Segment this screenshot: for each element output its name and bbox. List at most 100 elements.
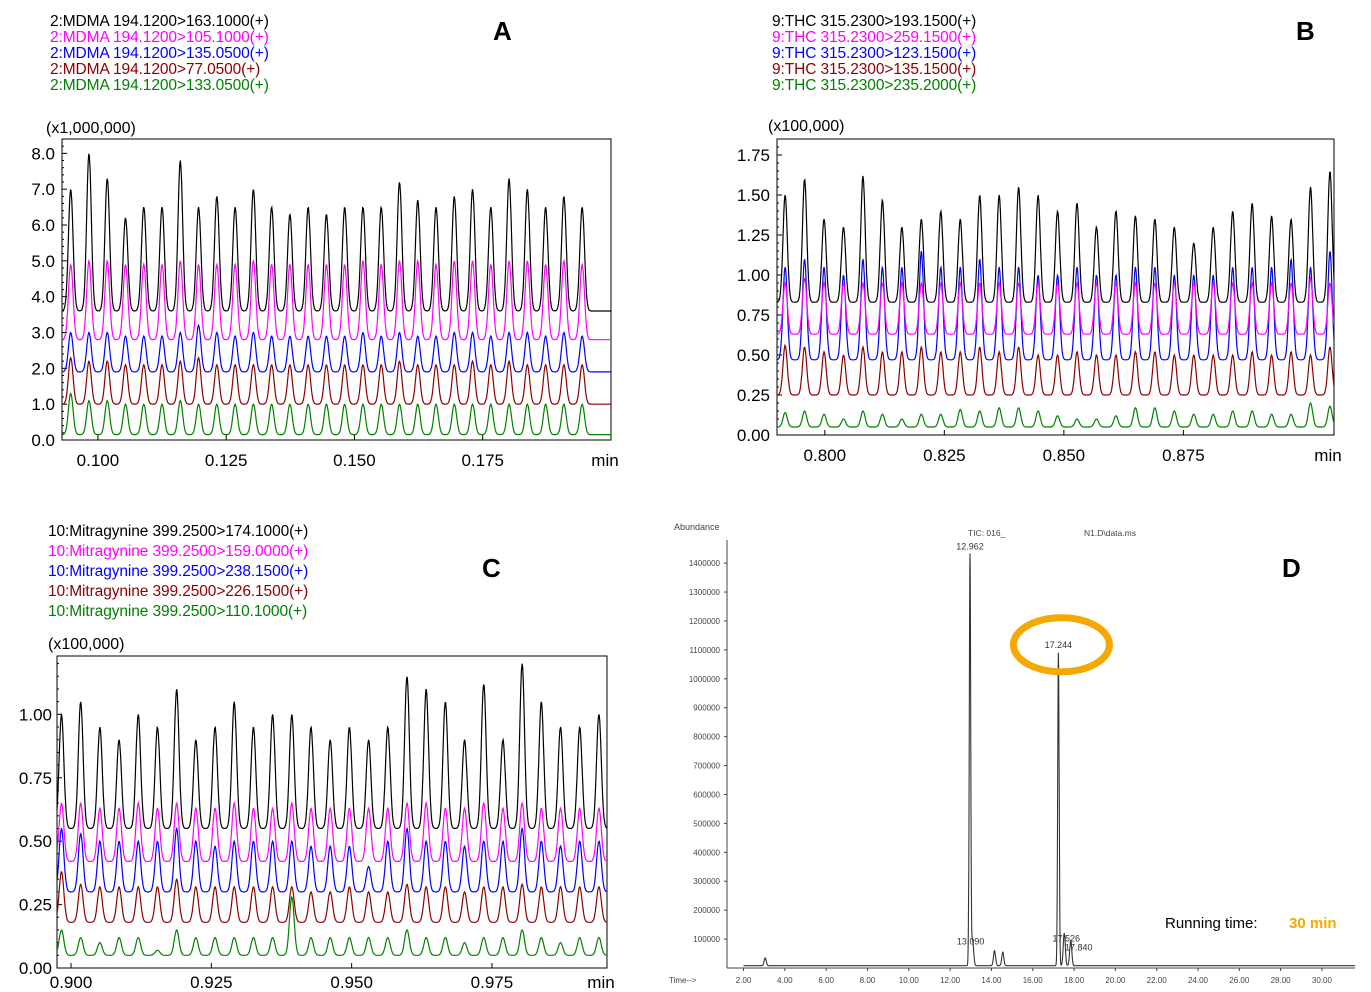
legend-series-2: 2:MDMA 194.1200>135.0500(+)	[50, 45, 269, 62]
x-tick-label: 0.175	[461, 451, 504, 470]
y-tick-label: 0.00	[737, 426, 770, 445]
x-tick-label: 0.875	[1162, 446, 1205, 465]
x-tick-label: 6.00	[818, 976, 834, 985]
plot-frame	[56, 655, 608, 969]
running-time-value: 30 min	[1289, 915, 1337, 932]
x-tick-label: 8.00	[860, 976, 876, 985]
chart-b: 0.00 0.25 0.50 0.75 1.00 1.25 1.50 1.75 0.800 0.8…	[737, 138, 1342, 465]
x-axis-unit-label: min	[1314, 446, 1341, 465]
x-tick-label: 24.00	[1188, 976, 1209, 985]
x-tick-label: 0.925	[190, 973, 233, 992]
legend-series-2: 10:Mitragynine 399.2500>238.1500(+)	[48, 563, 309, 580]
legend-series-0: 2:MDMA 194.1200>163.1000(+)	[50, 13, 269, 30]
x-tick-label: 12.00	[940, 976, 961, 985]
y-tick-label: 4.0	[31, 288, 55, 307]
x-tick-label: 0.150	[333, 451, 376, 470]
series-trace-0	[62, 153, 611, 312]
y-tick-label: 0.00	[19, 959, 52, 978]
x-tick-label: 2.00	[736, 976, 752, 985]
y-tick-label: 700000	[693, 762, 720, 771]
peak-label-1: 12.962	[956, 541, 984, 551]
series-trace-2	[62, 323, 611, 373]
scale-label: (x100,000)	[48, 636, 125, 653]
y-tick-label: 1.0	[31, 395, 55, 414]
series-trace-1	[777, 275, 1334, 335]
legend-series-2: 9:THC 315.2300>123.1500(+)	[772, 45, 977, 62]
y-tick-label: 1000000	[689, 675, 721, 684]
highlight-ellipse	[1009, 614, 1113, 676]
y-tick-label: 1.75	[737, 146, 770, 165]
y-tick-label: 600000	[693, 790, 720, 799]
y-tick-label: 300000	[693, 877, 720, 886]
legend-series-0: 10:Mitragynine 399.2500>174.1000(+)	[48, 523, 309, 540]
scale-label: (x100,000)	[768, 118, 845, 135]
panel-letter-b: B	[1296, 16, 1315, 46]
series-trace-1	[57, 801, 607, 863]
scale-label: (x1,000,000)	[46, 120, 136, 137]
y-tick-label: 400000	[693, 848, 720, 857]
series-trace-3	[777, 343, 1334, 396]
y-tick-label: 0.25	[19, 896, 52, 915]
y-tick-label: 900000	[693, 704, 720, 713]
x-tick-label: 0.850	[1043, 446, 1086, 465]
x-tick-label: 20.00	[1105, 976, 1126, 985]
y-tick-label: 0.0	[31, 431, 55, 450]
x-tick-label: 18.00	[1064, 976, 1085, 985]
series-trace-0	[777, 171, 1334, 303]
legend-series-4: 9:THC 315.2300>235.2000(+)	[772, 77, 977, 94]
series-trace-3	[62, 355, 611, 405]
x-tick-label: 0.125	[205, 451, 248, 470]
x-tick-label: 22.00	[1147, 976, 1168, 985]
x-tick-label: 4.00	[777, 976, 793, 985]
x-tick-label: 0.900	[50, 973, 93, 992]
x-tick-label: 28.00	[1271, 976, 1292, 985]
series-trace-4	[777, 401, 1334, 428]
x-tick-label: 0.825	[923, 446, 966, 465]
legend-series-1: 10:Mitragynine 399.2500>159.0000(+)	[48, 543, 309, 560]
chart-a: 0.0 1.0 2.0 3.0 4.0 5.0 6.0 7.0 8.0 0.100 0.125 0.1…	[31, 138, 619, 470]
y-tick-label: 800000	[693, 733, 720, 742]
series-trace-2	[57, 826, 607, 893]
running-time-label: Running time:	[1165, 915, 1258, 932]
peak-label-2: 13.090	[957, 937, 985, 947]
x-tick-label: 0.800	[804, 446, 847, 465]
y-tick-label: 1300000	[689, 588, 721, 597]
y-tick-label: 5.0	[31, 252, 55, 271]
series-trace-4	[57, 895, 607, 956]
plot-frame	[776, 138, 1335, 436]
peak-label-7: 17.840	[1065, 943, 1093, 953]
y-tick-label: 200000	[693, 906, 720, 915]
series-trace-3	[57, 870, 607, 923]
legend-series-3: 9:THC 315.2300>135.1500(+)	[772, 61, 977, 78]
x-tick-label: 14.00	[981, 976, 1002, 985]
y-tick-label: 7.0	[31, 180, 55, 199]
series-trace-1	[62, 258, 611, 341]
legend-series-1: 2:MDMA 194.1200>105.1000(+)	[50, 29, 269, 46]
y-tick-label: 0.50	[19, 832, 52, 851]
y-tick-label: 1.00	[737, 266, 770, 285]
legend-series-3: 2:MDMA 194.1200>77.0500(+)	[50, 61, 261, 78]
peak-label-6: 17.526	[1052, 933, 1080, 943]
y-tick-label: 1.00	[19, 705, 52, 724]
y-tick-label: 6.0	[31, 216, 55, 235]
y-tick-label: 1400000	[689, 559, 721, 568]
legend-series-4: 2:MDMA 194.1200>133.0500(+)	[50, 77, 269, 94]
y-tick-label: 1.50	[737, 186, 770, 205]
x-tick-label: 0.975	[471, 973, 514, 992]
x-tick-label: 0.100	[77, 451, 120, 470]
panel-letter-a: A	[493, 16, 512, 46]
y-tick-label: 0.75	[19, 769, 52, 788]
chart-c: 0.00 0.25 0.50 0.75 1.00 0.900 0.925 0.950 0.975…	[19, 655, 615, 992]
x-tick-label: 26.00	[1229, 976, 1250, 985]
series-trace-4	[62, 392, 611, 436]
y-tick-label: 0.75	[737, 306, 770, 325]
x-tick-label: 10.00	[899, 976, 920, 985]
legend-series-3: 10:Mitragynine 399.2500>226.1500(+)	[48, 583, 309, 600]
legend-series-0: 9:THC 315.2300>193.1500(+)	[772, 13, 977, 30]
x-axis-unit-label: min	[591, 451, 618, 470]
legend-series-4: 10:Mitragynine 399.2500>110.1000(+)	[48, 603, 308, 620]
y-tick-label: 1100000	[689, 646, 720, 655]
y-tick-label: 0.25	[737, 386, 770, 405]
x-axis-unit-label: min	[587, 973, 614, 992]
